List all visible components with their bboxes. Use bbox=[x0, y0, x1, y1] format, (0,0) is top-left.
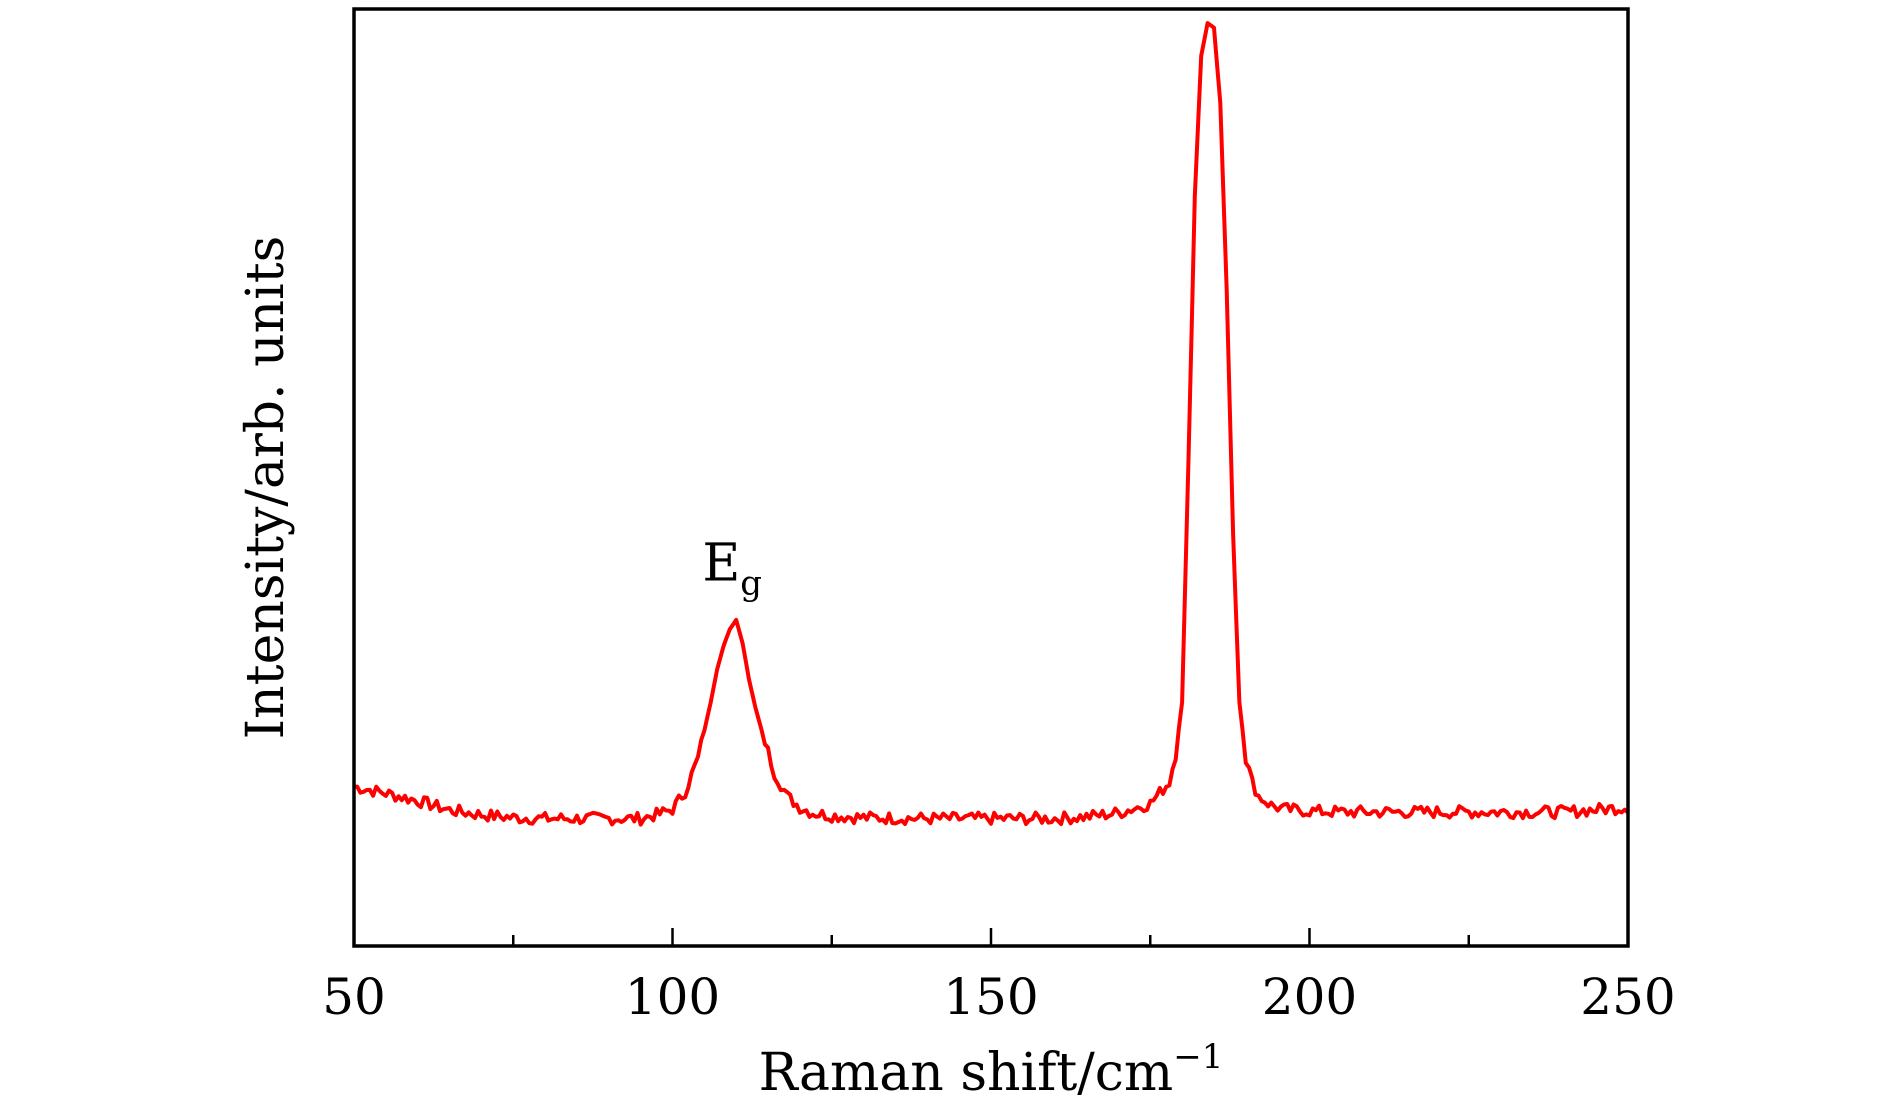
series-layer bbox=[353, 21, 1630, 827]
x-axis-label-superscript: −1 bbox=[1173, 1037, 1223, 1077]
peak-annotation-eg: Eg bbox=[702, 534, 762, 604]
annotation-eg-label: E bbox=[702, 534, 740, 594]
x-tick-label: 250 bbox=[1580, 968, 1675, 1026]
plot-frame bbox=[352, 7, 1630, 948]
x-axis-label-text: Raman shift/cm bbox=[759, 1043, 1174, 1103]
x-tick-labels: 50 100 150 200 250 bbox=[322, 968, 1676, 1026]
x-tick-label: 150 bbox=[943, 968, 1038, 1026]
series-line bbox=[353, 21, 1630, 827]
x-axis-label: Raman shift/cm−1 bbox=[759, 1037, 1224, 1103]
x-tick-label: 200 bbox=[1262, 968, 1357, 1026]
y-axis-label: Intensity/arb. units bbox=[236, 236, 296, 740]
x-tick-label: 100 bbox=[625, 968, 720, 1026]
annotation-eg-subscript: g bbox=[740, 564, 762, 604]
x-tick-label: 50 bbox=[322, 968, 386, 1026]
